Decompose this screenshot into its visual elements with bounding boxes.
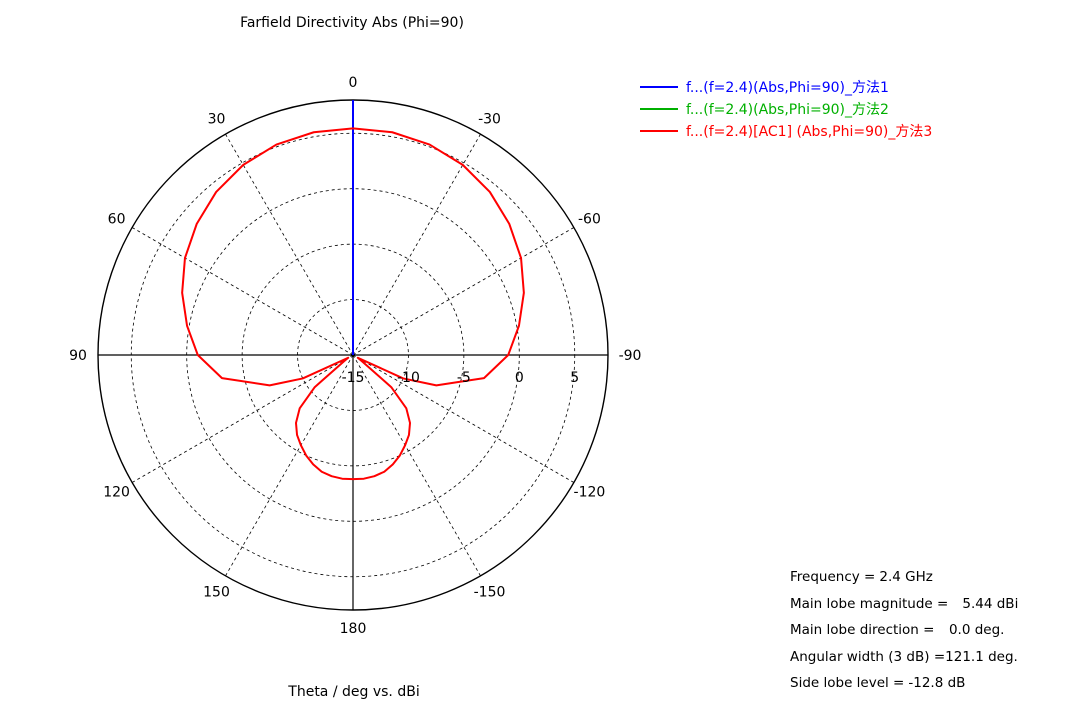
angle-tick-label: 30 <box>208 112 226 128</box>
angle-tick-label: 0 <box>349 75 358 91</box>
tick-labels: 0 30 60 90 120 150 180 -150 -120 -90 -60 -30 -15 -10 -… <box>69 75 641 637</box>
info-frequency: Frequency = 2.4 GHz <box>790 569 1018 596</box>
info-main-lobe-magnitude: Main lobe magnitude = 5.44 dBi <box>790 596 1018 623</box>
angle-tick-label: -30 <box>478 112 501 128</box>
info-angular-width: Angular width (3 dB) = 121.1 deg. <box>790 649 1018 676</box>
legend-label-3: f...(f=2.4)[AC1] (Abs,Phi=90)_方法3 <box>686 124 933 140</box>
info-frequency-value: 2.4 GHz <box>879 569 933 585</box>
legend-swatch-3 <box>640 130 678 132</box>
grid-spoke <box>352 354 481 577</box>
angle-tick-label: 60 <box>108 212 126 228</box>
legend-label-2: f...(f=2.4)(Abs,Phi=90)_方法2 <box>686 102 889 118</box>
legend: f...(f=2.4)(Abs,Phi=90)_方法1 f...(f=2.4)(… <box>640 76 932 142</box>
angle-tick-label: 120 <box>103 485 130 501</box>
info-main-lobe-magnitude-label: Main lobe magnitude = <box>790 595 949 612</box>
chart-title: Farfield Directivity Abs (Phi=90) <box>240 15 464 31</box>
info-angular-width-label: Angular width (3 dB) = <box>790 648 946 665</box>
info-side-lobe-level: Side lobe level = -12.8 dB <box>790 675 1018 702</box>
info-main-lobe-magnitude-value: 5.44 dBi <box>962 595 1019 612</box>
radial-tick-label: 0 <box>515 370 524 386</box>
legend-item-series-1: f...(f=2.4)(Abs,Phi=90)_方法1 <box>640 76 932 98</box>
angle-tick-label: -150 <box>474 584 506 600</box>
angle-tick-label: 90 <box>69 348 87 364</box>
info-side-lobe-level-label: Side lobe level = <box>790 675 905 691</box>
radial-tick-label: -10 <box>397 370 420 386</box>
grid-spoke <box>352 133 481 356</box>
angle-tick-label: -60 <box>578 212 601 228</box>
series-line-3 <box>181 127 525 481</box>
info-side-lobe-level-value: -12.8 dB <box>908 675 966 691</box>
grid-spoke <box>352 227 575 356</box>
legend-item-series-3: f...(f=2.4)[AC1] (Abs,Phi=90)_方法3 <box>640 120 932 142</box>
radial-tick-label: -5 <box>457 370 471 386</box>
angle-tick-label: 180 <box>340 621 367 637</box>
radial-tick-label: -15 <box>342 370 365 386</box>
radial-tick-label: 5 <box>570 370 579 386</box>
x-axis-label: Theta / deg vs. dBi <box>287 684 419 700</box>
info-main-lobe-direction: Main lobe direction = 0.0 deg. <box>790 622 1018 649</box>
legend-label-1: f...(f=2.4)(Abs,Phi=90)_方法1 <box>686 80 889 96</box>
grid-spoke <box>352 354 575 483</box>
grid-spoke <box>131 354 354 483</box>
info-main-lobe-direction-value: 0.0 deg. <box>948 622 1005 638</box>
legend-swatch-1 <box>640 86 678 88</box>
angle-tick-label: 150 <box>203 584 230 600</box>
angle-tick-label: -120 <box>574 485 606 501</box>
legend-swatch-2 <box>640 108 678 110</box>
info-frequency-label: Frequency = <box>790 569 876 585</box>
grid-spoke <box>225 133 354 356</box>
info-angular-width-value: 121.1 deg. <box>945 648 1018 665</box>
farfield-info: Frequency = 2.4 GHz Main lobe magnitude … <box>790 569 1018 702</box>
grid-spoke <box>225 354 354 577</box>
angle-tick-label: -90 <box>619 348 642 364</box>
series-group <box>181 100 525 481</box>
info-main-lobe-direction-label: Main lobe direction = <box>790 622 935 638</box>
grid-spoke <box>131 227 354 356</box>
legend-item-series-2: f...(f=2.4)(Abs,Phi=90)_方法2 <box>640 98 932 120</box>
